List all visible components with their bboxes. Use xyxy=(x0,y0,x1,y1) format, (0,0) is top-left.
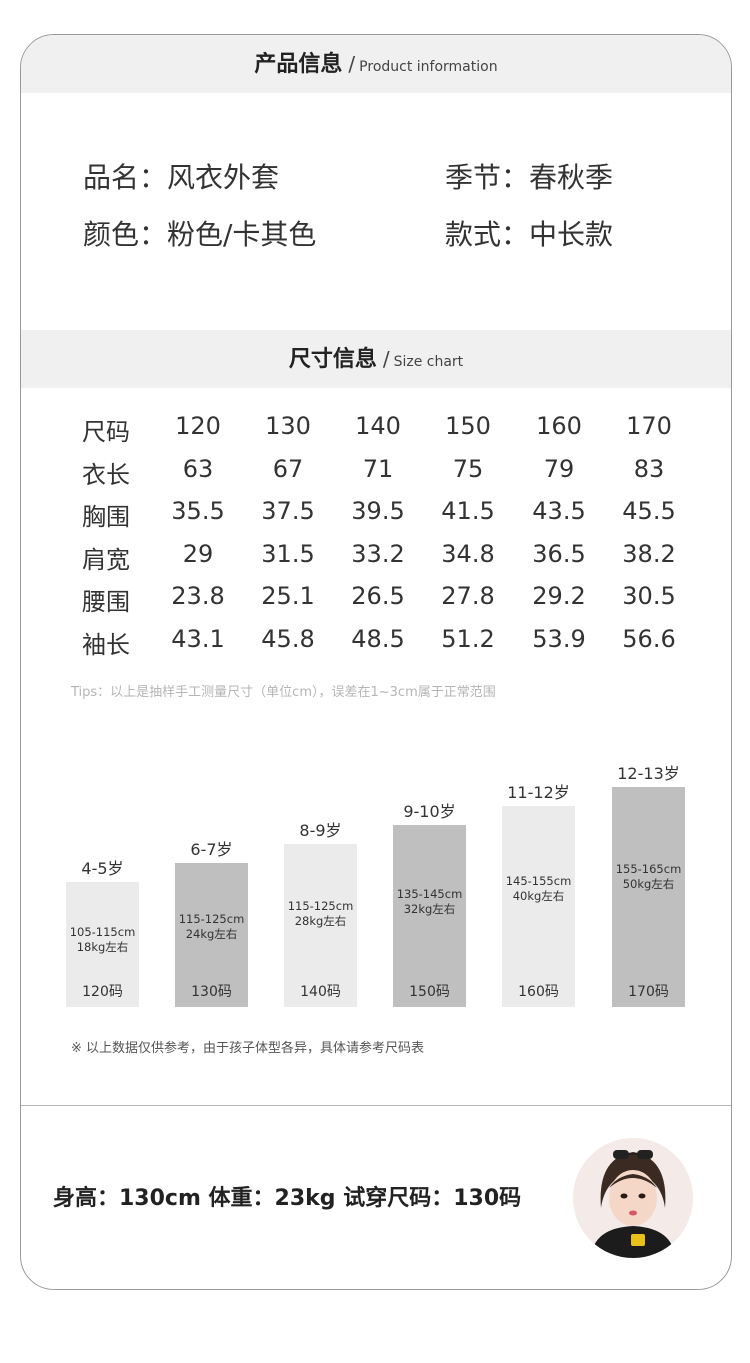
size-cell: 51.2 xyxy=(441,624,495,653)
size-cell: 29 xyxy=(182,539,214,568)
bar-age-label: 9-10岁 xyxy=(403,802,456,821)
size-cell: 31.5 xyxy=(261,539,315,568)
measurement-tips: Tips：以上是抽样手工测量尺寸（单位cm），误差在1~3cm属于正常范围 xyxy=(71,685,496,700)
bar-size-code: 160码 xyxy=(518,984,559,1000)
size-cell: 170 xyxy=(626,412,672,440)
size-cell: 79 xyxy=(543,454,575,483)
product-info-header: 产品信息 / Product information xyxy=(21,35,731,93)
size-cell: 23.8 xyxy=(171,582,225,610)
size-bar: 6-7岁 115-125cm 24kg左右 130码 xyxy=(175,840,248,1007)
bar-weight: 18kg左右 xyxy=(76,939,129,954)
bar-height-range: 155-165cm xyxy=(615,861,682,876)
bar-size-code: 150码 xyxy=(409,984,450,1000)
size-cell: 56.6 xyxy=(622,624,676,653)
size-bar: 9-10岁 135-145cm 32kg左右 150码 xyxy=(393,802,466,1007)
size-cell: 30.5 xyxy=(622,582,676,610)
size-bar: 12-13岁 155-165cm 50kg左右 170码 xyxy=(612,764,685,1007)
size-row-label: 袖长 xyxy=(82,630,130,659)
size-row-label: 腰围 xyxy=(82,588,130,616)
bar-weight: 24kg左右 xyxy=(185,926,238,941)
bar-height-range: 115-125cm xyxy=(287,899,354,914)
size-chart-title: 尺寸信息 xyxy=(288,347,377,372)
size-cell: 27.8 xyxy=(441,582,495,610)
size-row-label: 衣长 xyxy=(82,460,130,489)
size-cell: 45.8 xyxy=(261,624,315,653)
size-cell: 43.1 xyxy=(171,624,225,653)
product-style: 款式：中长款 xyxy=(445,218,614,251)
size-cell: 33.2 xyxy=(351,539,405,568)
product-info-subtitle: Product information xyxy=(359,59,498,75)
reference-note: ※ 以上数据仅供参考，由于孩子体型各异，具体请参考尺码表 xyxy=(71,1041,425,1056)
size-bar: 11-12岁 145-155cm 40kg左右 160码 xyxy=(502,783,575,1007)
bar-size-code: 120码 xyxy=(82,984,123,1000)
size-row-label: 胸围 xyxy=(82,503,130,531)
size-cell: 25.1 xyxy=(261,582,315,610)
size-cell: 71 xyxy=(362,454,394,483)
bar-height-range: 135-145cm xyxy=(396,886,463,901)
size-cell: 140 xyxy=(355,412,401,440)
bar-age-label: 11-12岁 xyxy=(507,783,570,802)
product-card: 产品信息 / Product information 品名：风衣外套 季节：春秋季 … xyxy=(20,34,732,1290)
size-cell: 34.8 xyxy=(441,539,495,568)
bar-weight: 28kg左右 xyxy=(294,914,347,929)
size-cell: 150 xyxy=(445,412,491,440)
product-name: 品名：风衣外套 xyxy=(83,161,280,194)
bar-size-code: 130码 xyxy=(191,984,232,1000)
size-cell: 39.5 xyxy=(351,497,405,525)
size-cell: 37.5 xyxy=(261,497,315,525)
size-cell: 36.5 xyxy=(532,539,586,568)
size-cell: 45.5 xyxy=(622,497,676,525)
size-cell: 41.5 xyxy=(441,497,495,525)
bar-age-label: 6-7岁 xyxy=(190,840,233,859)
size-bar: 8-9岁 115-125cm 28kg左右 140码 xyxy=(284,821,357,1007)
title-separator: / xyxy=(382,347,390,371)
section-divider xyxy=(21,1105,731,1106)
bar-weight: 32kg左右 xyxy=(403,901,456,916)
model-photo-icon xyxy=(573,1138,693,1258)
size-row-label: 肩宽 xyxy=(82,545,130,574)
bar-size-code: 170码 xyxy=(628,984,669,1000)
size-cell: 130 xyxy=(265,412,311,440)
product-info-title: 产品信息 xyxy=(254,52,343,77)
size-cell: 43.5 xyxy=(532,497,586,525)
product-season: 季节：春秋季 xyxy=(445,161,614,194)
bar-weight: 40kg左右 xyxy=(512,889,565,904)
size-cell: 75 xyxy=(452,454,484,483)
size-bar: 4-5岁 105-115cm 18kg左右 120码 xyxy=(66,859,139,1007)
size-cell: 26.5 xyxy=(351,582,405,610)
bar-age-label: 8-9岁 xyxy=(299,821,342,840)
size-cell: 120 xyxy=(175,412,221,440)
size-cell: 63 xyxy=(182,454,214,483)
size-row-label: 尺码 xyxy=(82,418,130,446)
bar-weight: 50kg左右 xyxy=(622,876,675,891)
bar-height-range: 145-155cm xyxy=(505,874,572,889)
size-cell: 160 xyxy=(536,412,582,440)
size-cell: 29.2 xyxy=(532,582,586,610)
bar-size-code: 140码 xyxy=(300,984,341,1000)
size-cell: 35.5 xyxy=(171,497,225,525)
size-cell: 38.2 xyxy=(622,539,676,568)
size-chart-subtitle: Size chart xyxy=(393,354,464,370)
size-cell: 53.9 xyxy=(532,624,586,653)
bar-age-label: 12-13岁 xyxy=(617,764,680,783)
bar-height-range: 115-125cm xyxy=(178,911,245,926)
size-cell: 83 xyxy=(633,454,665,483)
title-separator: / xyxy=(348,52,356,76)
size-cell: 67 xyxy=(272,454,304,483)
model-avatar xyxy=(573,1138,693,1258)
bar-age-label: 4-5岁 xyxy=(81,859,124,878)
product-color: 颜色：粉色/卡其色 xyxy=(83,218,317,251)
model-info: 身高：130cm 体重：23kg 试穿尺码：130码 xyxy=(53,1186,522,1211)
size-chart-header: 尺寸信息 / Size chart xyxy=(21,330,731,388)
size-cell: 48.5 xyxy=(351,624,405,653)
bar-height-range: 105-115cm xyxy=(69,924,136,939)
